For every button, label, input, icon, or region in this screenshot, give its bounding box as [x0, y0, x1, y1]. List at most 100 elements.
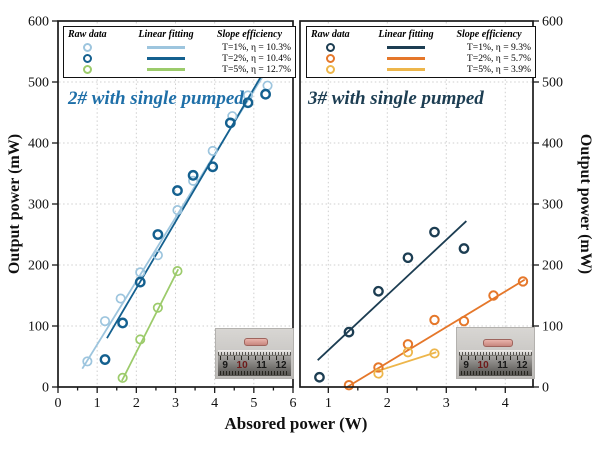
ruler-number: 11 — [256, 360, 267, 371]
legend-header-linear-fitting: Linear fitting — [378, 29, 434, 40]
legend-entry: T=1%, η = 10.3% — [222, 42, 291, 53]
y-tick-label: 300 — [28, 198, 49, 213]
y-tick-label: 500 — [28, 76, 49, 91]
legend-marker-cell — [311, 42, 367, 53]
ruler-numbers: 9 10 11 12 — [218, 360, 291, 371]
data-point-T=1% — [343, 326, 355, 338]
circle-marker-icon — [326, 65, 335, 74]
legend-line-cell — [367, 64, 445, 75]
data-point-T=2% — [242, 97, 254, 109]
x-tick-label: 3 — [172, 396, 179, 411]
data-point-T=1% — [458, 243, 470, 254]
legend-header-raw-data: Raw data — [68, 29, 107, 40]
fit-line-T=1% — [317, 220, 467, 361]
data-point-T=2% — [134, 276, 146, 288]
line-swatch-icon — [147, 57, 185, 60]
y-tick-label: 600 — [28, 15, 49, 30]
data-point-T=1% — [152, 250, 163, 261]
data-point-T=2% — [187, 169, 199, 181]
data-point-T=2% — [458, 315, 470, 327]
legend-line-cell — [126, 53, 206, 64]
x-tick-label: 2 — [384, 396, 391, 411]
line-swatch-icon — [387, 46, 425, 49]
circle-marker-icon — [83, 54, 92, 63]
panel-border — [57, 20, 294, 388]
legend-marker-cell — [311, 64, 367, 75]
data-point-T=1% — [429, 226, 440, 238]
ruler-number: 10 — [236, 360, 248, 371]
legend-entry: T=5%, η = 3.9% — [466, 64, 531, 75]
legend-entry: T=2%, η = 10.4% — [222, 53, 291, 64]
right-panel-title: 3# with single pumped — [308, 88, 484, 109]
legend-left: Raw data Linear fitting Slope efficiency… — [63, 26, 296, 78]
data-point-T=2% — [207, 161, 219, 173]
legend-line-cell — [367, 42, 445, 53]
ruler: 9 10 11 12 — [459, 350, 532, 376]
ruler-number: 12 — [275, 360, 287, 371]
data-point-T=2% — [152, 229, 164, 240]
data-point-T=2% — [117, 317, 129, 329]
data-point-T=5% — [152, 302, 163, 313]
legend-header-slope-efficiency: Slope efficiency — [216, 29, 283, 40]
x-tick-label: 6 — [290, 396, 297, 411]
y-tick-label: 500 — [542, 76, 563, 91]
line-swatch-icon — [147, 68, 185, 71]
line-swatch-icon — [387, 57, 425, 60]
legend-marker-cell — [311, 53, 367, 64]
data-point-T=1% — [188, 175, 199, 186]
y-tick-label: 0 — [42, 381, 49, 396]
ruler-edge — [218, 350, 291, 356]
y-tick-label: 100 — [542, 320, 563, 335]
x-tick-label: 0 — [55, 396, 62, 411]
ruler-number: 9 — [222, 360, 228, 371]
ruler-number: 10 — [477, 360, 489, 371]
legend-entry: T=1%, η = 9.3% — [466, 42, 531, 53]
data-point-T=2% — [488, 290, 499, 301]
x-tick-label: 5 — [250, 396, 257, 411]
data-point-T=1% — [82, 356, 93, 367]
data-point-T=2% — [373, 362, 384, 373]
x-tick-label: 1 — [325, 396, 332, 411]
legend-header-linear-fitting: Linear fitting — [138, 29, 194, 40]
data-point-T=5% — [402, 347, 414, 358]
x-axis-label: Absored power (W) — [224, 414, 368, 433]
ruler-number: 11 — [497, 360, 508, 371]
ruler-scale: 9 10 11 12 — [218, 356, 291, 376]
data-point-T=5% — [172, 266, 183, 277]
fit-line-T=5% — [375, 351, 437, 373]
data-point-T=1% — [373, 285, 384, 297]
ruler-number: 9 — [463, 360, 469, 371]
y-tick-label: 0 — [542, 381, 549, 396]
x-tick-label: 3 — [443, 396, 450, 411]
data-point-T=5% — [429, 348, 440, 359]
legend-entry: T=2%, η = 5.7% — [466, 53, 531, 64]
data-point-T=1% — [135, 267, 146, 278]
y-tick-label: 400 — [542, 137, 563, 152]
x-tick-label: 1 — [94, 396, 101, 411]
data-point-T=2% — [517, 276, 529, 287]
data-point-T=2% — [260, 88, 271, 100]
legend-marker-cell — [68, 53, 126, 64]
line-swatch-icon — [147, 46, 185, 49]
ruler-scale: 9 10 11 12 — [459, 356, 532, 376]
legend-line-cell — [367, 53, 445, 64]
x-tick-label: 4 — [502, 396, 509, 411]
ruler-numbers: 9 10 11 12 — [459, 360, 532, 371]
laser-crystal-rod — [244, 338, 268, 346]
data-point-T=1% — [172, 205, 183, 216]
laser-crystal-rod — [483, 339, 513, 347]
ruler-number: 12 — [516, 360, 528, 371]
panel-border — [299, 20, 534, 388]
data-point-T=2% — [99, 354, 111, 365]
legend-line-cell — [126, 64, 206, 75]
y-tick-label: 600 — [542, 15, 563, 30]
legend-marker-cell — [68, 42, 126, 53]
y-tick-label: 200 — [28, 259, 49, 274]
legend-line-cell — [126, 42, 206, 53]
data-point-T=1% — [314, 371, 325, 383]
y-tick-label: 100 — [28, 320, 49, 335]
fit-line-T=5% — [121, 268, 180, 382]
circle-marker-icon — [83, 43, 92, 52]
